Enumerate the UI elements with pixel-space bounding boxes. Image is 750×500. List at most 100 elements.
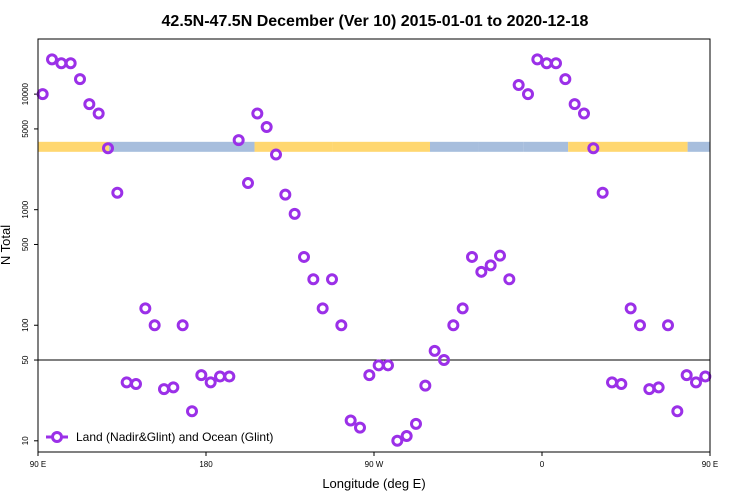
data-point [223,370,236,383]
legend-marker [51,431,63,443]
data-point [316,302,329,315]
surface-strip [38,141,710,152]
strip-segment-ocean [687,141,710,152]
y-tick-label: 10000 [21,82,30,105]
data-point [596,186,609,199]
data-point [587,142,600,155]
strip-segment-land [254,141,333,152]
data-point [456,302,469,315]
data-point [195,369,208,382]
data-point [410,417,422,430]
strip-segment-land [38,141,109,152]
data-point [634,319,646,332]
data-point [270,148,282,161]
data-point [111,186,124,199]
data-point [400,430,413,443]
data-point [344,414,357,427]
data-point [64,57,77,70]
y-axis-label: N Total [0,225,13,265]
data-point [298,250,310,263]
data-point [624,302,637,315]
data-point [46,53,58,66]
data-point [550,57,562,70]
data-point [214,370,226,383]
data-point [326,273,338,286]
x-tick-label: 90 W [365,460,384,469]
data-point [120,376,133,389]
data-point [167,381,180,394]
data-point [176,319,189,332]
data-point [130,378,142,391]
strip-segment-ocean [478,141,524,152]
y-tick-label: 50 [21,355,30,364]
y-tick-label: 10 [21,436,30,445]
data-point [690,376,702,389]
data-point [382,359,394,372]
data-point [102,142,114,155]
plot-frame [37,38,711,453]
strip-segment-land [332,141,430,152]
strip-segment-ocean [523,141,569,152]
data-point [438,354,450,367]
strip-segment-ocean [430,141,479,152]
data-point [363,369,376,382]
x-tick-label: 90 E [702,460,718,469]
y-tick-label: 100 [21,318,30,332]
data-point [522,88,534,101]
data-point [512,78,525,91]
y-tick-label: 5000 [21,119,30,137]
data-point [671,405,684,418]
data-point [158,383,170,396]
data-point [139,302,152,315]
data-point [55,57,68,70]
data-point [484,259,497,272]
legend: Land (Nadir&Glint) and Ocean (Glint) [46,430,273,444]
x-tick-label: 180 [199,460,213,469]
data-point [74,73,86,86]
y-tick-label: 500 [21,237,30,251]
data-point [186,405,198,418]
data-point [260,120,273,133]
strip-segment-land [568,141,688,152]
data-point [428,344,441,357]
data-point [204,376,217,389]
data-point [475,265,488,278]
x-axis-ticks: 90 E 180 90 W 0 90 E [30,452,718,469]
x-tick-label: 0 [540,460,545,469]
data-point [251,107,264,120]
data-point [307,273,320,286]
data-point [494,249,506,262]
data-point [288,207,301,220]
data-point [36,88,49,101]
data-point [335,319,348,332]
data-point [391,434,404,447]
legend-label: Land (Nadir&Glint) and Ocean (Glint) [76,430,273,444]
data-point [680,369,693,382]
data-point [279,188,292,201]
data-point [531,53,544,66]
data-point [568,98,581,111]
data-point [372,359,385,372]
data-point [148,319,161,332]
data-point [83,98,96,111]
data-point [232,134,245,147]
data-point [606,376,618,389]
data-point [652,381,665,394]
chart-title: 42.5N-47.5N December (Ver 10) 2015-01-01… [162,13,589,30]
data-point [540,57,553,70]
strip-segment-ocean [108,141,255,152]
data-point [643,383,656,396]
data-point [92,107,105,120]
data-point [419,379,432,392]
data-point [242,177,254,190]
data-point [503,273,516,286]
data-point [559,73,572,86]
data-point [699,370,712,383]
data-point [354,421,366,434]
x-tick-label: 90 E [30,460,46,469]
data-point [615,378,628,391]
data-point [578,107,590,120]
data-point [466,250,478,263]
y-axis-ticks: 10 50 100 500 1000 5000 10000 [21,82,38,445]
